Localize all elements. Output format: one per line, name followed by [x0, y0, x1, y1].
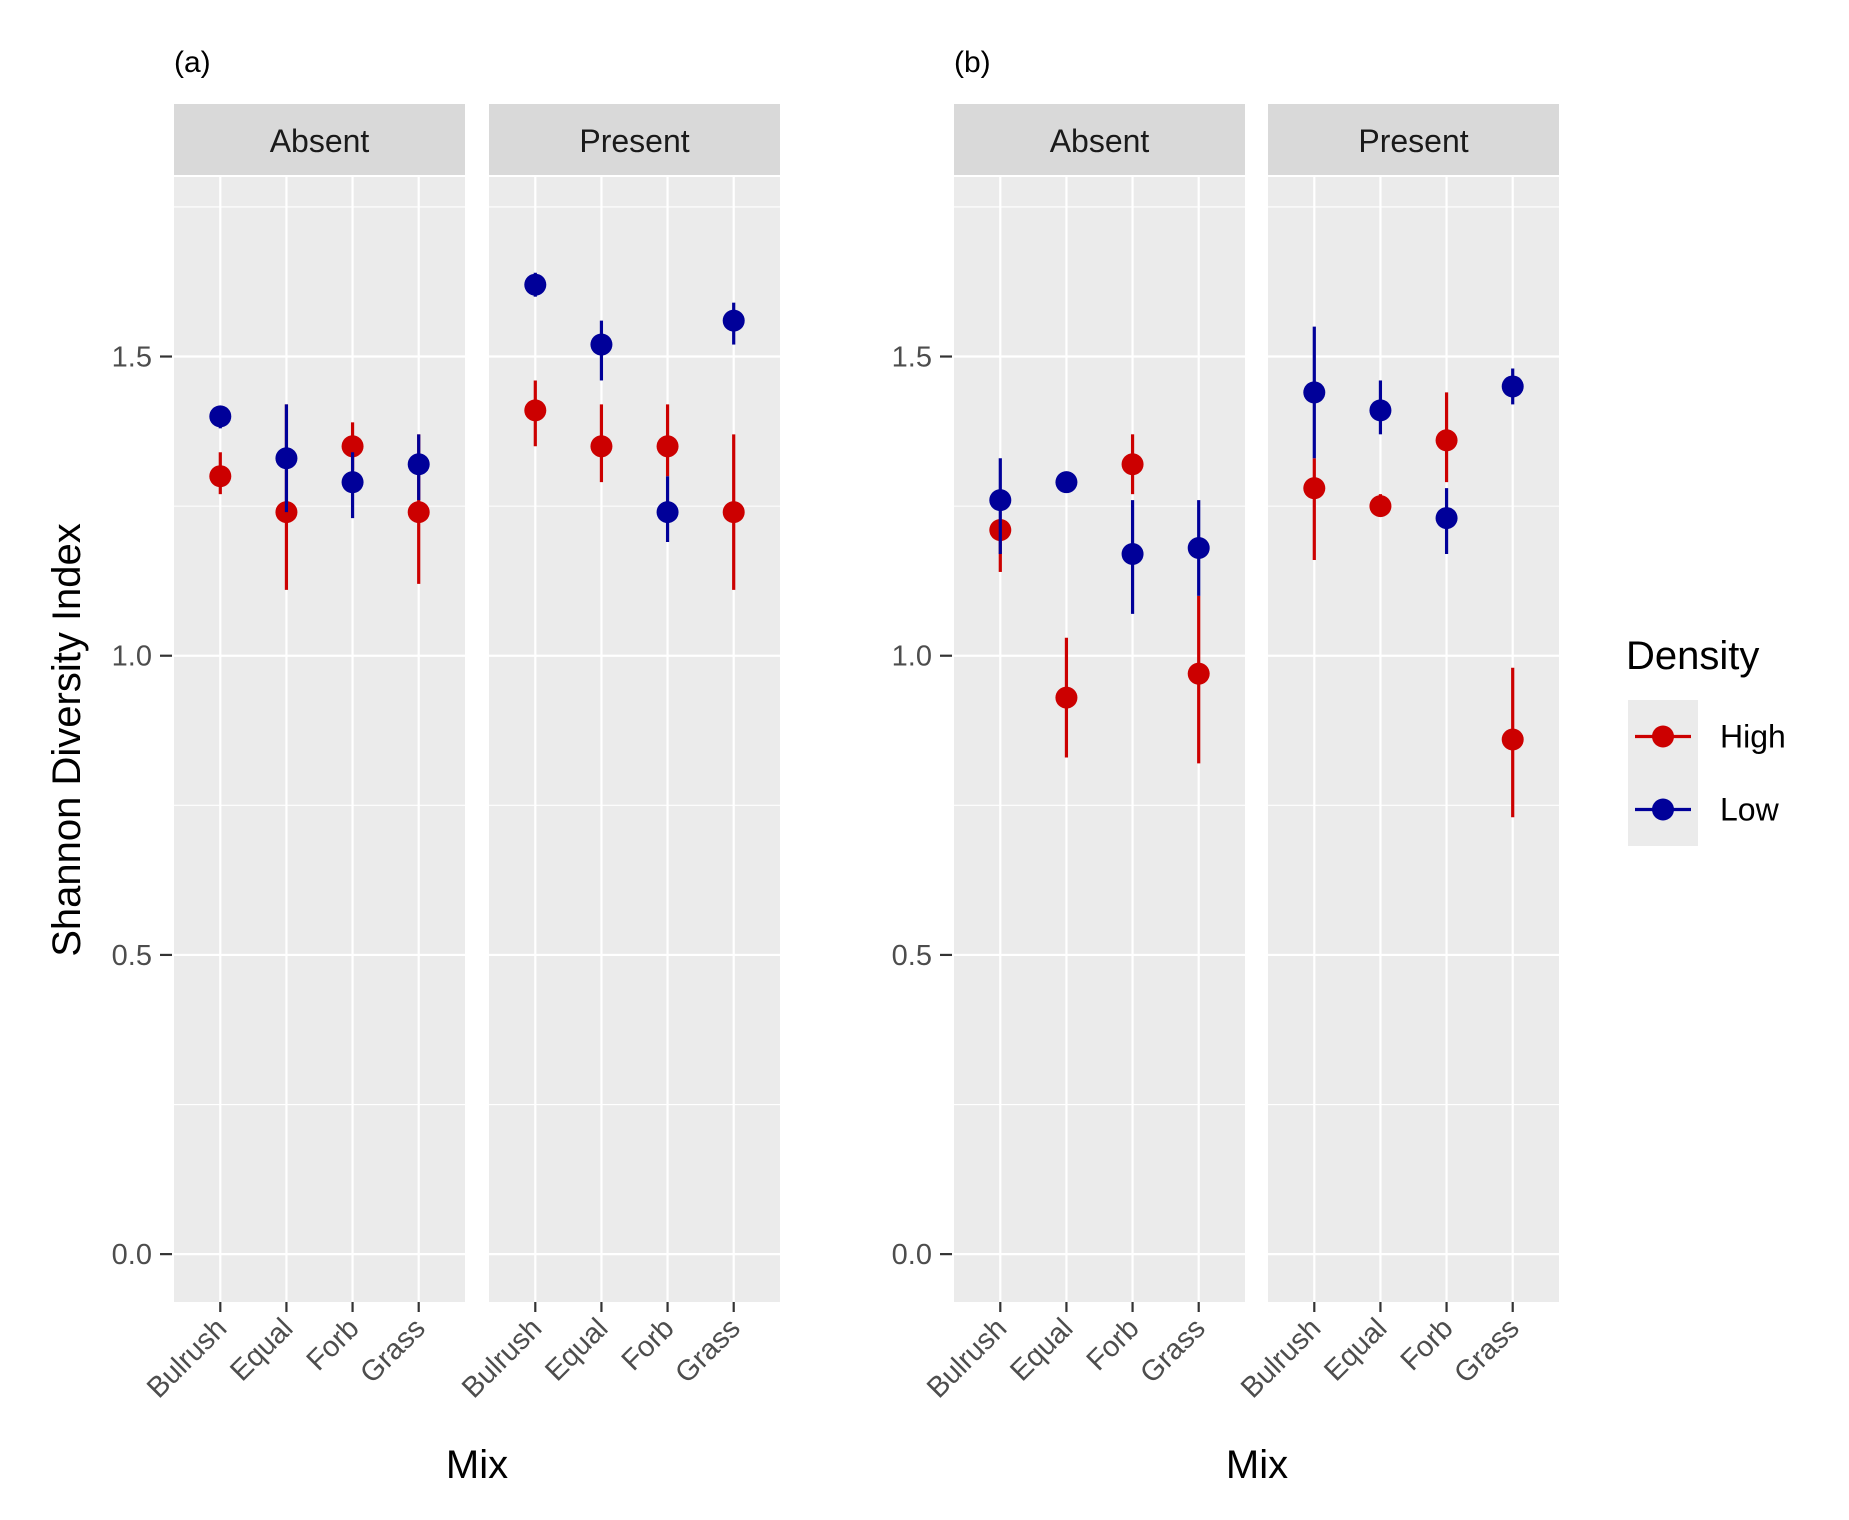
x-tick-label: Grass — [1134, 1312, 1211, 1389]
x-tick-label: Grass — [354, 1312, 431, 1389]
legend-label: Low — [1720, 792, 1780, 828]
y-tick-label: 0.5 — [892, 940, 932, 972]
legend-key-point — [1652, 725, 1674, 748]
x-tick-label: Bulrush — [141, 1312, 233, 1404]
y-axis-title: Shannon Diversity Index — [45, 523, 89, 957]
y-tick-label: 1.5 — [112, 342, 152, 374]
point-low — [1435, 507, 1458, 530]
point-low — [1369, 399, 1392, 422]
point-high — [590, 435, 613, 458]
facet-strip-label: Absent — [270, 123, 370, 159]
y-tick-label: 1.5 — [892, 342, 932, 374]
chart-tag: (b) — [954, 46, 991, 79]
point-high — [1369, 495, 1392, 518]
x-axis-title: Mix — [446, 1443, 508, 1487]
point-high — [524, 399, 547, 422]
point-high — [1121, 453, 1144, 476]
point-low — [590, 333, 613, 356]
facet-strip — [954, 104, 1245, 175]
panel-background — [489, 177, 780, 1302]
legend-label: High — [1720, 719, 1786, 755]
chart-tag: (a) — [174, 46, 211, 79]
point-low — [1187, 537, 1210, 560]
legend-title: Density — [1626, 634, 1759, 678]
x-axis-title: Mix — [1226, 1443, 1288, 1487]
facet-strip — [174, 104, 465, 175]
point-low — [1501, 375, 1524, 398]
point-low — [209, 405, 232, 428]
y-tick-label: 1.0 — [112, 641, 152, 673]
x-tick-label: Equal — [224, 1312, 299, 1387]
x-tick-label: Bulrush — [1235, 1312, 1327, 1404]
panel-background — [174, 177, 465, 1302]
point-low — [1055, 471, 1078, 494]
y-tick-label: 0.0 — [112, 1239, 152, 1271]
point-high — [1055, 686, 1078, 709]
point-high — [209, 465, 232, 488]
x-tick-label: Equal — [539, 1312, 614, 1387]
point-low — [275, 447, 298, 470]
point-high — [1303, 477, 1326, 500]
point-low — [341, 471, 364, 494]
facet-strip — [1268, 104, 1559, 175]
point-low — [1303, 381, 1326, 404]
y-tick-label: 1.0 — [892, 641, 932, 673]
point-low — [989, 489, 1012, 512]
point-high — [656, 435, 679, 458]
legend-key-point — [1652, 798, 1674, 821]
x-tick-label: Equal — [1004, 1312, 1079, 1387]
point-low — [1121, 542, 1144, 565]
x-tick-label: Bulrush — [921, 1312, 1013, 1404]
point-low — [524, 273, 547, 296]
point-low — [722, 309, 745, 332]
x-tick-label: Grass — [669, 1312, 746, 1389]
facet-strip-label: Present — [1358, 123, 1468, 159]
point-high — [341, 435, 364, 458]
x-tick-label: Equal — [1318, 1312, 1393, 1387]
y-tick-label: 0.0 — [892, 1239, 932, 1271]
point-low — [656, 501, 679, 524]
facet-strip-label: Absent — [1050, 123, 1150, 159]
y-tick-label: 0.5 — [112, 940, 152, 972]
facet-strip-label: Present — [579, 123, 689, 159]
x-tick-label: Grass — [1448, 1312, 1525, 1389]
facet-strip — [489, 104, 780, 175]
point-high — [1501, 728, 1524, 751]
legend: Density High Low — [1626, 634, 1786, 846]
x-tick-label: Bulrush — [456, 1312, 548, 1404]
point-high — [1187, 662, 1210, 685]
point-high — [722, 501, 745, 524]
point-high — [407, 501, 430, 524]
point-high — [1435, 429, 1458, 452]
panel-background — [954, 177, 1245, 1302]
point-low — [407, 453, 430, 476]
